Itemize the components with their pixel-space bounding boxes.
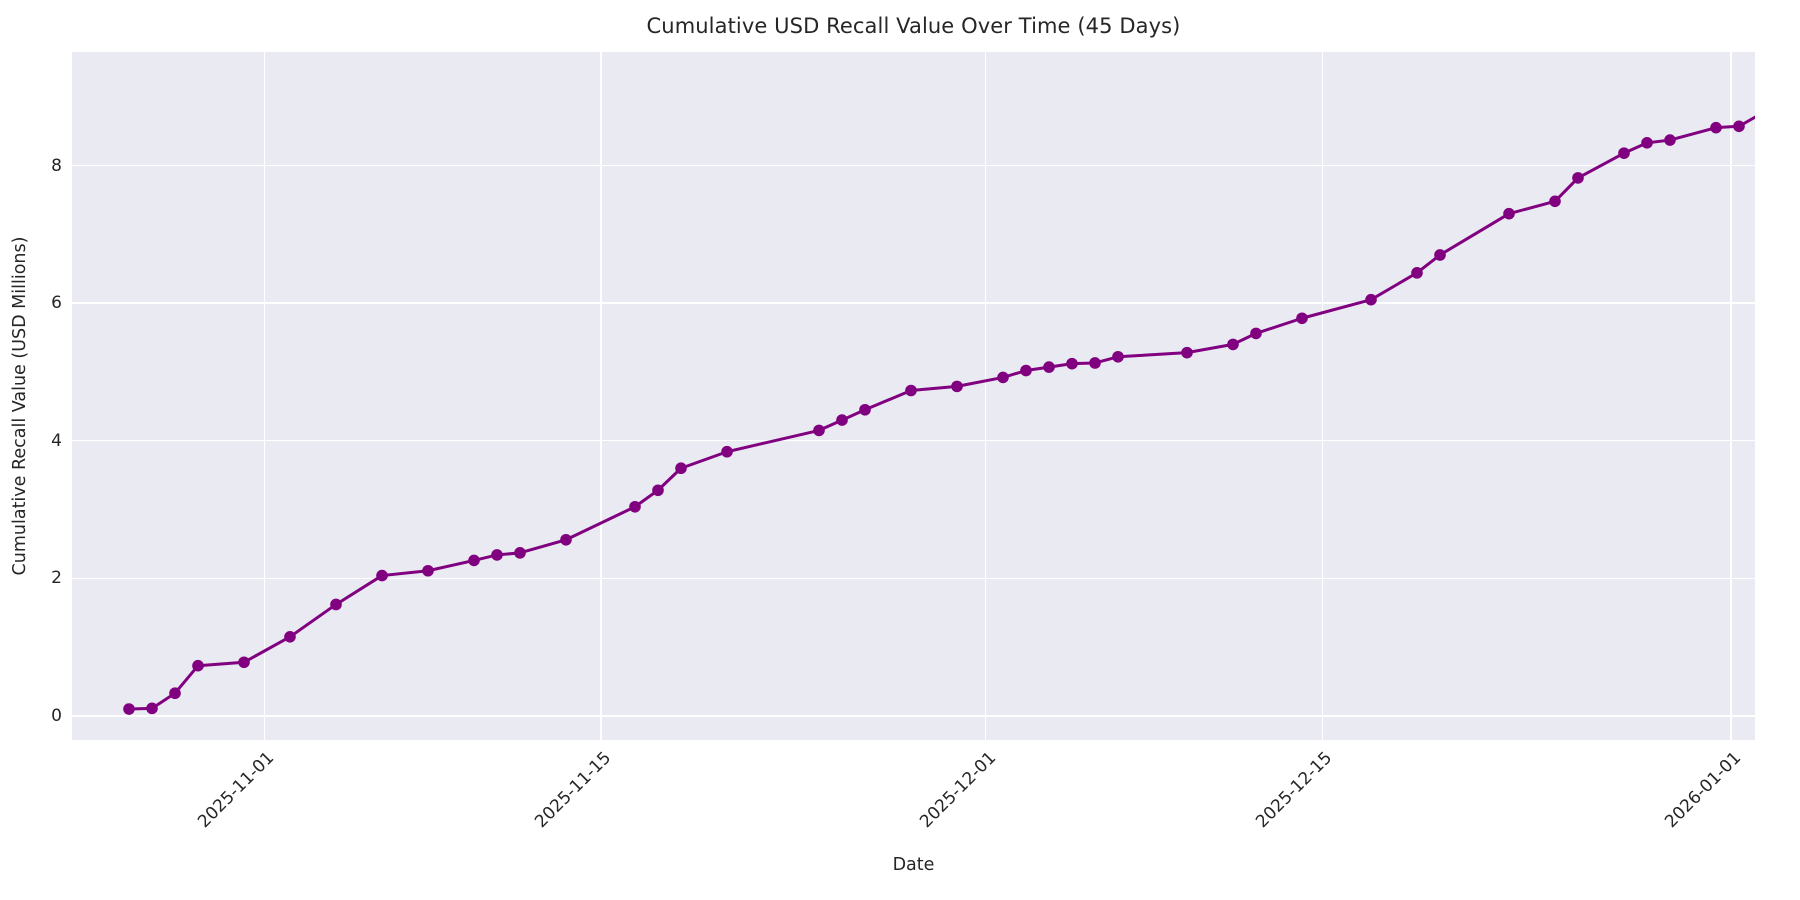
line-series-cumulative-recall-value [123, 115, 1755, 715]
y-tick-label: 4 [51, 430, 62, 451]
y-axis-tick-labels: 0 2 4 6 8 [0, 52, 62, 740]
data-point-marker [192, 659, 204, 672]
data-point-marker [1089, 357, 1101, 369]
gridline-horizontal [72, 164, 1755, 167]
x-tick-label: 2025-11-01 [194, 748, 279, 833]
data-point-marker [1618, 147, 1630, 159]
x-tick-label: 2026-01-01 [1661, 748, 1746, 833]
x-axis-label: Date [892, 855, 935, 875]
y-tick-label: 6 [51, 293, 62, 314]
data-point-marker [629, 500, 641, 513]
data-point-marker [859, 403, 871, 416]
gridline-vertical [263, 52, 266, 740]
gridline-vertical [1730, 52, 1732, 740]
data-point-marker [330, 598, 342, 611]
data-point-marker [1572, 172, 1584, 184]
data-point-marker [123, 703, 135, 715]
data-point-marker [491, 549, 503, 561]
data-point-marker [1066, 357, 1078, 370]
data-point-marker [1043, 361, 1055, 373]
data-point-marker [514, 547, 526, 559]
data-point-marker [1112, 350, 1124, 363]
x-tick-label: 2025-12-01 [915, 748, 1000, 833]
data-point-marker [721, 445, 733, 458]
data-point-marker [813, 424, 825, 437]
y-axis-label: Cumulative Recall Value (USD Millions) [10, 236, 30, 576]
gridline-vertical [1321, 52, 1323, 740]
gridline-vertical [600, 52, 602, 740]
series-markers [123, 120, 1745, 715]
data-point-marker [560, 533, 572, 546]
data-point-marker [1641, 137, 1653, 149]
data-point-marker [422, 564, 434, 577]
data-point-marker [951, 380, 963, 393]
data-point-marker [1365, 293, 1377, 306]
y-tick-label: 2 [51, 568, 62, 589]
gridline-horizontal [72, 440, 1755, 442]
data-point-marker [1227, 338, 1239, 351]
data-point-marker [905, 384, 917, 397]
gridline-vertical [984, 52, 987, 740]
data-point-marker [1020, 364, 1032, 377]
data-point-marker [1664, 134, 1676, 146]
data-point-marker [1549, 195, 1561, 208]
data-point-marker [652, 484, 664, 497]
data-point-marker [468, 554, 480, 567]
gridline-horizontal [72, 302, 1755, 304]
plot-area [72, 52, 1755, 740]
data-point-marker [146, 702, 158, 715]
data-point-marker [169, 687, 181, 700]
data-point-marker [1411, 267, 1423, 279]
gridline-horizontal [72, 577, 1755, 579]
x-tick-label: 2025-12-15 [1252, 748, 1337, 833]
gridline-horizontal [72, 715, 1755, 717]
x-tick-label: 2025-11-15 [531, 748, 616, 833]
data-point-marker [997, 371, 1009, 384]
y-tick-label: 0 [51, 705, 62, 726]
data-point-marker [238, 656, 250, 669]
data-point-marker [675, 462, 687, 475]
data-point-marker [1733, 120, 1745, 133]
data-point-marker [1434, 249, 1446, 261]
series-line [127, 115, 1755, 711]
data-point-marker [836, 414, 848, 426]
data-point-marker [1181, 346, 1193, 359]
data-point-marker [1296, 312, 1308, 325]
data-point-marker [1250, 327, 1262, 340]
data-point-marker [1710, 121, 1722, 134]
data-point-marker [284, 630, 296, 643]
data-point-marker [1503, 207, 1515, 220]
data-point-marker [376, 569, 388, 582]
y-tick-label: 8 [51, 155, 62, 176]
chart-title: Cumulative USD Recall Value Over Time (4… [646, 14, 1181, 38]
x-axis-tick-labels: 2025-11-01 2025-11-15 2025-12-01 2025-12-15… [72, 740, 1755, 860]
